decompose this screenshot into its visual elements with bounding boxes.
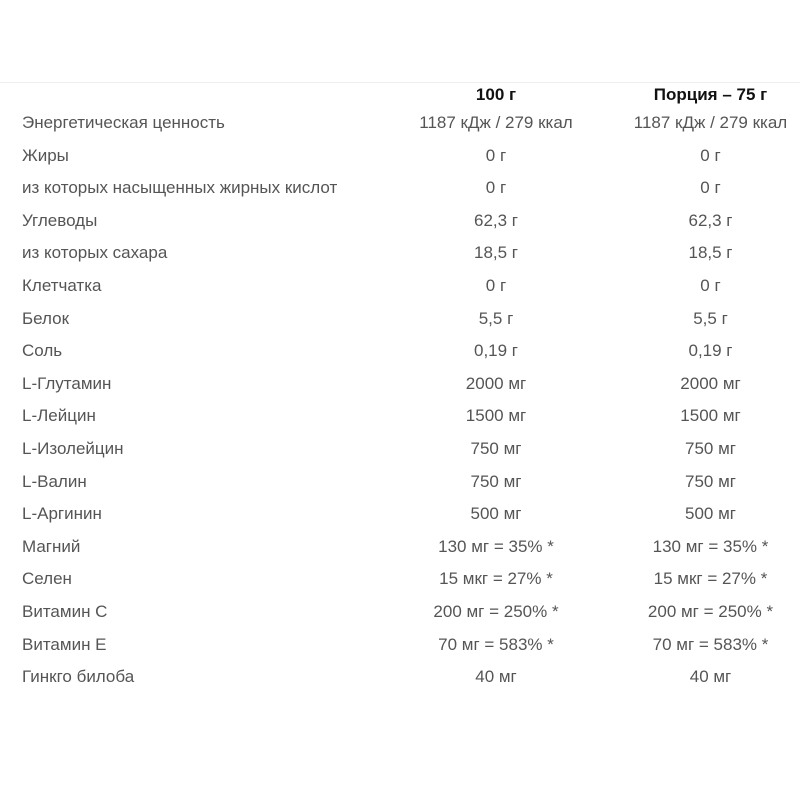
nutrient-value: 15 мкг = 27% *: [653, 569, 768, 589]
table-row: Клетчатка 0 г 0 г: [22, 270, 800, 303]
header-cell: 100 г: [475, 85, 517, 104]
nutrient-value: 0,19 г: [473, 341, 518, 361]
header-empty: [22, 83, 390, 107]
nutrient-name: Клетчатка: [22, 275, 102, 295]
nutrient-name: L-Изолейцин: [22, 438, 124, 458]
table-row: Энергетическая ценность 1187 кДж / 279 кк…: [22, 107, 800, 140]
nutrient-value: 500 мг: [470, 504, 522, 524]
nutrient-value: 0 г: [485, 275, 507, 295]
nutrient-value: 5,5 г: [693, 308, 728, 328]
table-row: L-Глутамин 2000 мг 2000 мг: [22, 368, 800, 401]
nutrient-value: 62,3 г: [473, 210, 518, 230]
table-row: L-Лейцин 1500 мг 1500 мг: [22, 400, 800, 433]
nutrient-value: 5,5 г: [478, 308, 514, 328]
nutrient-name: L-Лейцин: [22, 406, 96, 426]
nutrient-value: 18,5 г: [688, 243, 733, 263]
nutrient-name: Магний: [22, 536, 81, 556]
nutrient-value: 2000 мг: [680, 373, 741, 393]
table-row: Белок 5,5 г 5,5 г: [22, 303, 800, 336]
nutrient-value: 750 мг: [685, 471, 736, 491]
table-row: Гинкго билоба 40 мг 40 мг: [22, 661, 800, 694]
nutrition-table: 100 г Порция – 75 г Энергетическая ценно…: [22, 83, 800, 694]
nutrient-value: 130 мг = 35% *: [652, 536, 769, 556]
nutrient-value: 750 мг: [470, 438, 522, 458]
nutrient-value: 0 г: [485, 145, 507, 165]
nutrient-value: 1187 кДж / 279 ккал: [419, 113, 573, 132]
nutrient-name: Углеводы: [22, 210, 98, 230]
nutrient-value: 15 мкг = 27% *: [439, 569, 553, 589]
nutrient-name: Витамин C: [22, 601, 108, 621]
nutrient-name: Соль: [22, 341, 63, 361]
nutrient-name: из которых сахара: [22, 243, 168, 263]
nutrient-value: 18,5 г: [473, 243, 518, 263]
table-row: из которых насыщенных жирных кислот 0 г 0 …: [22, 172, 800, 205]
nutrient-value: 500 мг: [685, 504, 736, 524]
nutrient-value: 1187 кДж / 279 ккал: [633, 113, 788, 132]
nutrient-name: L-Аргинин: [22, 504, 102, 524]
nutrient-value: 1500 мг: [680, 406, 741, 426]
nutrient-name: из которых насыщенных жирных кислот: [22, 178, 338, 198]
table-row: L-Аргинин 500 мг 500 мг: [22, 498, 800, 531]
table-row: Селен 15 мкг = 27% * 15 мкг = 27% *: [22, 563, 800, 596]
nutrient-value: 750 мг: [470, 471, 522, 491]
table-row: Магний 130 мг = 35% * 130 мг = 35% *: [22, 531, 800, 564]
table-row: Углеводы 62,3 г 62,3 г: [22, 205, 800, 238]
nutrient-name: Жиры: [22, 145, 69, 165]
nutrient-name: Гинкго билоба: [22, 667, 135, 687]
nutrient-value: 130 мг = 35% *: [438, 536, 554, 556]
header-cell: Порция – 75 г: [653, 85, 768, 104]
nutrient-value: 0,19 г: [688, 341, 733, 361]
nutrient-name: Белок: [22, 308, 70, 328]
table-row: L-Изолейцин 750 мг 750 мг: [22, 433, 800, 466]
table-row: Соль 0,19 г 0,19 г: [22, 335, 800, 368]
nutrient-value: 750 мг: [685, 438, 736, 458]
nutrient-name: Селен: [22, 569, 72, 589]
table-row: из которых сахара 18,5 г 18,5 г: [22, 237, 800, 270]
table-row: L-Валин 750 мг 750 мг: [22, 466, 800, 499]
nutrient-name: Энергетическая ценность: [22, 113, 225, 132]
nutrient-value: 200 мг = 250% *: [647, 601, 774, 621]
nutrient-value: 62,3 г: [688, 210, 733, 230]
nutrient-value: 40 мг: [475, 667, 517, 687]
table-row: Витамин C 200 мг = 250% * 200 мг = 250% *: [22, 596, 800, 629]
nutrient-value: 0 г: [700, 145, 721, 165]
nutrient-value: 40 мг: [689, 667, 732, 687]
nutrient-name: Витамин E: [22, 634, 107, 654]
nutrient-value: 0 г: [700, 275, 721, 295]
nutrient-value: 2000 мг: [465, 373, 527, 393]
nutrition-table-container: 100 г Порция – 75 г Энергетическая ценно…: [0, 82, 800, 686]
nutrient-value: 1500 мг: [465, 406, 527, 426]
nutrient-value: 70 мг = 583% *: [652, 634, 769, 654]
table-row: Жиры 0 г 0 г: [22, 140, 800, 173]
nutrient-value: 70 мг = 583% *: [438, 634, 554, 654]
table-row: Витамин E 70 мг = 583% * 70 мг = 583% *: [22, 629, 800, 662]
header-row: 100 г Порция – 75 г: [22, 83, 800, 107]
nutrient-value: 200 мг = 250% *: [433, 601, 559, 621]
nutrient-name: L-Валин: [22, 471, 87, 491]
nutrient-value: 0 г: [700, 178, 721, 198]
nutrient-name: L-Глутамин: [22, 373, 112, 393]
nutrient-value: 0 г: [485, 178, 507, 198]
